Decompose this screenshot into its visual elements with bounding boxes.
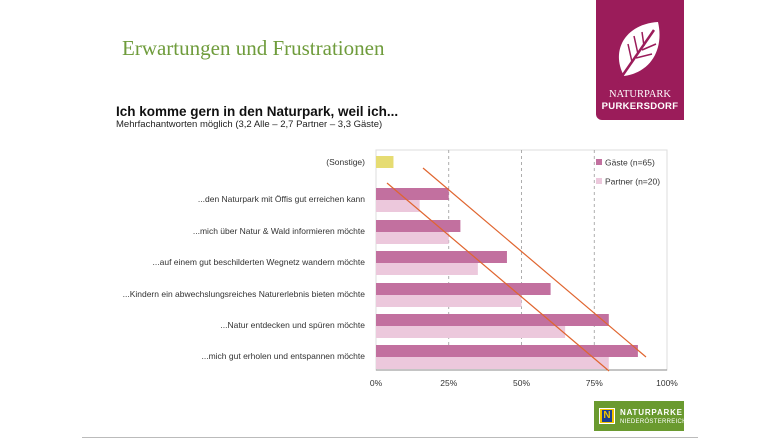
footer-divider <box>82 437 698 438</box>
leaf-icon <box>616 22 660 83</box>
bar-gaeste <box>376 345 638 357</box>
bar-gaeste <box>376 314 609 326</box>
slide-title: Erwartungen und Frustrationen <box>122 36 385 60</box>
bar-gaeste <box>376 283 551 295</box>
category-label: ...den Naturpark mit Öffis gut erreichen… <box>198 194 365 204</box>
x-tick-label: 50% <box>513 378 530 388</box>
legend-label: Gäste (n=65) <box>605 158 655 168</box>
category-label: ...mich gut erholen und entspannen möcht… <box>202 351 366 361</box>
category-label: ...Natur entdecken und spüren möchte <box>220 320 365 330</box>
logo-line2: PURKERSDORF <box>601 101 679 112</box>
bar-partner <box>376 326 566 338</box>
bar-partner <box>376 357 609 369</box>
np-logo-line2: NIEDERÖSTERREICH <box>620 419 687 425</box>
annotation-line <box>386 182 610 372</box>
x-tick-label: 100% <box>656 378 678 388</box>
chart-subtitle: Mehrfachantworten möglich (3,2 Alle – 2,… <box>116 119 383 130</box>
bar-partner <box>376 232 449 244</box>
naturparke-noe-logo: N NATURPARKE NIEDERÖSTERREICH <box>594 401 687 431</box>
bar-gaeste <box>376 188 449 200</box>
logo-line1: NATURPARK <box>608 89 672 100</box>
n-badge-icon: N <box>599 408 615 424</box>
legend-swatch <box>596 159 602 165</box>
category-label: (Sonstige) <box>326 157 365 167</box>
category-label: ...mich über Natur & Wald informieren mö… <box>193 226 365 236</box>
annotation-line <box>422 167 647 358</box>
np-logo-line1: NATURPARKE <box>620 408 683 417</box>
bar-gaeste <box>376 251 507 263</box>
legend-label: Partner (n=20) <box>605 177 660 187</box>
x-tick-label: 25% <box>440 378 457 388</box>
bar-sonstige <box>376 156 394 168</box>
category-label: ...Kindern ein abwechslungsreiches Natur… <box>123 289 366 299</box>
bar-gaeste <box>376 220 461 232</box>
bar-partner <box>376 295 522 307</box>
chart-title: Ich komme gern in den Naturpark, weil ic… <box>116 104 399 119</box>
legend-swatch <box>596 178 602 184</box>
x-tick-label: 75% <box>586 378 603 388</box>
bar-partner <box>376 200 420 212</box>
x-tick-label: 0% <box>370 378 383 388</box>
category-label: ...auf einem gut beschilderten Wegnetz w… <box>153 257 366 267</box>
bar-partner <box>376 263 478 275</box>
naturpark-purkersdorf-logo: NATURPARK PURKERSDORF <box>596 0 684 120</box>
